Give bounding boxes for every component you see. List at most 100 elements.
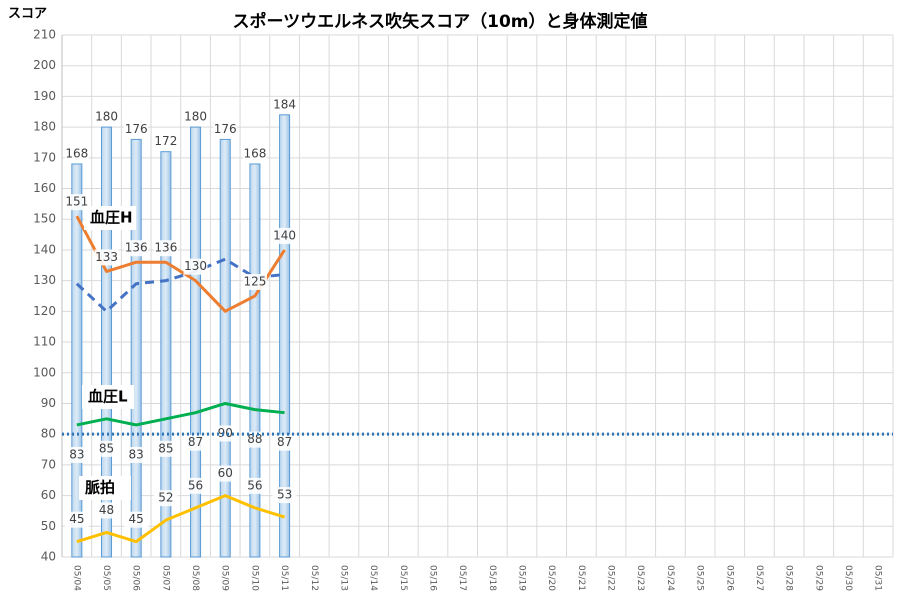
data-label-box [272,487,297,504]
x-tick-label: 05/18 [487,565,497,591]
y-tick-label: 100 [33,365,56,379]
bar-label: 168 [243,146,266,160]
x-tick-label: 05/26 [724,565,734,591]
series-label: 脈拍 [85,479,115,497]
data-label-box [94,440,119,457]
y-axis-title: スコア [8,7,47,22]
bar [101,126,113,558]
data-label-box [124,240,149,257]
data-label-box [64,194,89,211]
data-label-box [272,227,297,244]
x-tick-label: 05/09 [220,565,230,591]
x-tick-label: 05/24 [665,565,675,591]
y-tick-label: 180 [33,120,56,134]
data-label: 53 [277,488,292,502]
x-tick-label: 05/11 [279,565,289,591]
bar-label-box [213,121,238,138]
x-tick-label: 05/27 [754,565,764,591]
x-tick-label: 05/14 [368,565,378,591]
data-label: 52 [158,491,173,505]
data-label-box [64,511,89,528]
data-label-box [153,440,178,457]
bar [219,138,231,558]
data-label: 87 [188,435,203,449]
data-label: 56 [188,478,203,492]
data-label: 45 [69,512,84,526]
y-tick-label: 70 [41,457,56,471]
y-tick-label: 170 [33,150,56,164]
bar-label: 180 [184,110,207,124]
y-tick-label: 50 [41,519,56,533]
bar-label: 176 [214,122,237,136]
y-tick-label: 150 [33,212,56,226]
bar-label-box [242,145,267,162]
bar-label-box [94,109,119,126]
line-series [76,401,285,427]
data-label: 83 [69,447,84,461]
data-label: 136 [154,241,177,255]
data-label: 136 [125,241,148,255]
data-label-box [183,477,208,494]
data-label-box [64,446,89,463]
data-label-box [213,425,238,442]
y-tick-label: 130 [33,273,56,287]
y-tick-label: 190 [33,89,56,103]
bar-label-box [272,96,297,113]
x-tick-label: 05/07 [160,565,170,591]
bar [190,126,202,558]
data-label-box [124,511,149,528]
x-tick-label: 05/29 [813,565,823,591]
data-label: 85 [99,441,114,455]
series-label-box [84,206,136,230]
data-label: 60 [218,466,233,480]
bar [249,163,261,558]
chart-title: スポーツウエルネス吹矢スコア（10m）と身体測定値 [232,11,647,32]
bar [130,138,142,558]
y-tick-label: 40 [41,550,56,564]
bar-label: 168 [65,146,88,160]
data-label-box [183,434,208,451]
data-label: 151 [65,195,88,209]
y-tick-label: 90 [41,396,56,410]
x-tick-label: 05/05 [101,565,111,591]
series-label: 血圧L [88,388,128,406]
x-tick-label: 05/08 [190,565,200,591]
bar-label-box [64,145,89,162]
series-label-box [82,385,134,409]
x-tick-label: 05/20 [546,565,556,591]
data-label-box [272,434,297,451]
x-tick-label: 05/15 [398,565,408,591]
bar [279,114,291,558]
y-tick-label: 160 [33,181,56,195]
x-tick-label: 05/19 [517,565,527,591]
data-label: 87 [277,435,292,449]
data-label-box [124,446,149,463]
data-label-box [242,274,267,290]
data-label-box [213,465,238,482]
y-tick-label: 80 [41,427,56,441]
bar [160,151,172,558]
series-label-box [79,476,131,500]
data-label: 140 [273,228,296,242]
bar-label: 172 [154,134,177,148]
y-tick-label: 110 [33,335,56,349]
y-tick-label: 140 [33,242,56,256]
x-tick-label: 05/10 [249,565,259,591]
y-tick-label: 200 [33,58,56,72]
line-series [75,215,286,313]
x-tick-label: 05/30 [843,565,853,591]
x-tick-label: 05/28 [784,565,794,591]
data-label: 85 [158,441,173,455]
data-label: 88 [247,432,262,446]
data-label: 56 [247,478,262,492]
bar-label: 184 [273,97,296,111]
data-label: 90 [218,426,233,440]
x-tick-label: 05/17 [457,565,467,591]
bar-label-box [153,133,178,150]
data-label: 133 [95,250,118,264]
data-label-box [153,490,178,507]
x-tick-label: 05/06 [131,565,141,591]
data-label: 45 [129,512,144,526]
x-tick-label: 05/16 [427,565,437,591]
data-label: 125 [243,275,266,289]
